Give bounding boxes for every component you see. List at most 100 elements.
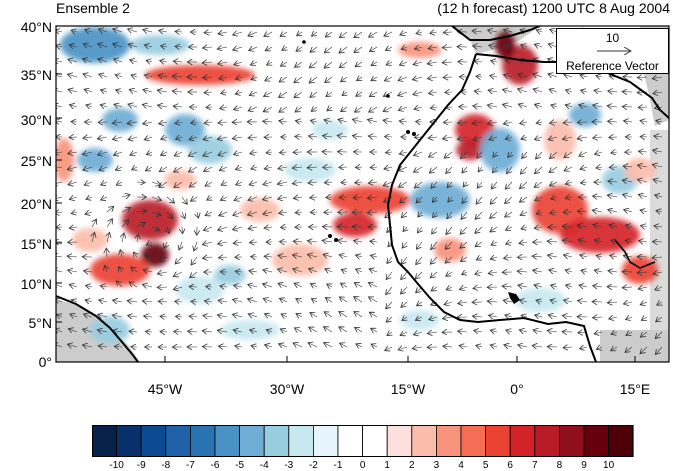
wind-vector-459 <box>181 196 187 204</box>
wind-vector-875 <box>265 345 273 347</box>
reference-vector-label: Reference Vector <box>566 59 659 73</box>
wind-vector-888 <box>459 346 468 348</box>
wind-vector-643 <box>476 257 483 260</box>
wind-vector-833 <box>250 330 258 332</box>
anomaly-shade-23 <box>480 128 520 172</box>
wind-vector-49 <box>175 46 183 47</box>
wind-vector-240 <box>579 105 588 107</box>
wind-vector-175 <box>221 92 228 93</box>
wind-vector-675 <box>341 269 348 272</box>
wind-vector-639 <box>416 256 423 265</box>
wind-vector-235 <box>503 104 513 107</box>
wind-vector-123 <box>56 75 63 77</box>
wind-vector-594 <box>354 241 363 242</box>
wind-vector-641 <box>445 256 453 263</box>
wind-vector-201 <box>608 91 618 92</box>
wind-vector-822 <box>83 329 93 332</box>
wind-vector-163 <box>652 77 663 79</box>
wind-vector-362 <box>564 151 573 158</box>
wind-vector-802 <box>402 317 407 321</box>
wind-vector-354 <box>444 151 453 158</box>
wind-vector-89 <box>160 61 168 62</box>
wind-vector-519 <box>461 211 468 219</box>
wind-vector-400 <box>520 166 528 174</box>
wind-vector-530 <box>624 210 633 212</box>
wind-vector-218 <box>248 107 258 111</box>
wind-vector-275 <box>488 122 498 124</box>
colorbar-box-17 <box>509 425 536 457</box>
wind-vector-762 <box>417 302 423 306</box>
wind-vector-125 <box>83 74 93 77</box>
wind-vector-477 <box>448 197 452 202</box>
anomaly-shade-18 <box>102 108 138 132</box>
wind-vector-533 <box>56 227 63 228</box>
wind-vector-151 <box>476 76 483 77</box>
colorbar-label-2: 2 <box>409 460 415 471</box>
wind-vector-813 <box>562 316 573 318</box>
wind-vector-418 <box>174 181 183 188</box>
wind-vector-372 <box>99 167 108 170</box>
wind-vector-463 <box>234 197 243 201</box>
wind-vector-665 <box>190 271 198 278</box>
wind-vector-377 <box>174 166 183 172</box>
wind-vector-181 <box>310 91 318 97</box>
coastline-south-america <box>56 295 139 362</box>
wind-vector-587 <box>249 242 258 243</box>
lat-label-30n: 30°N <box>20 112 52 128</box>
wind-vector-229 <box>414 107 423 109</box>
wind-vector-174 <box>204 92 213 93</box>
wind-vector-652 <box>610 255 618 257</box>
wind-vector-149 <box>443 77 453 78</box>
wind-vector-476 <box>432 197 437 202</box>
wind-vector-679 <box>401 271 408 280</box>
wind-vector-729 <box>534 285 543 287</box>
colorbar-label-0: 0 <box>359 460 366 471</box>
wind-vector-490 <box>638 195 648 198</box>
wind-vector-228 <box>398 107 408 111</box>
wind-vector-751 <box>248 299 258 302</box>
wind-vector-645 <box>504 257 513 258</box>
wind-vector-135 <box>235 77 243 79</box>
wind-vector-713 <box>294 283 303 287</box>
wind-vector-800 <box>369 312 378 317</box>
lon-label-0: 0° <box>510 381 524 397</box>
reference-vector-box: 10 Reference Vector <box>556 28 669 74</box>
wind-vector-12 <box>233 32 243 35</box>
wind-vector-837 <box>309 327 318 333</box>
wind-vector-70 <box>489 45 498 47</box>
wind-vector-319 <box>534 137 543 140</box>
wind-vector-863 <box>82 345 93 347</box>
wind-vector-194 <box>503 89 513 92</box>
anomaly-shade-37 <box>624 158 656 182</box>
wind-vector-608 <box>562 240 573 242</box>
wind-vector-72 <box>521 45 528 47</box>
wind-vector-752 <box>263 298 273 302</box>
wind-vector-691 <box>581 270 588 272</box>
wind-vector-479 <box>476 196 483 204</box>
wind-vector-392 <box>398 167 408 171</box>
wind-vector-478 <box>462 196 467 203</box>
wind-vector-505 <box>248 212 258 215</box>
wind-vector-264 <box>324 120 333 122</box>
wind-vector-87 <box>130 60 138 62</box>
wind-vector-63 <box>385 47 393 50</box>
wind-vector-43 <box>83 44 93 47</box>
wind-vector-250 <box>112 122 123 123</box>
wind-vector-740 <box>85 300 93 302</box>
wind-vector-334 <box>146 152 153 155</box>
wind-vector-804 <box>429 317 438 320</box>
wind-vector-298 <box>217 137 228 139</box>
lat-label-40n: 40°N <box>20 19 52 35</box>
wind-vector-419 <box>189 181 198 187</box>
wind-vector-725 <box>473 287 483 289</box>
wind-vector-829 <box>188 331 198 332</box>
wind-vector-524 <box>536 212 543 214</box>
wind-vector-417 <box>159 181 168 188</box>
wind-vector-563 <box>506 227 513 230</box>
wind-vector-436 <box>447 181 452 188</box>
wind-vector-318 <box>521 137 528 139</box>
wind-vector-330 <box>82 152 93 154</box>
wind-vector-604 <box>506 242 513 244</box>
wind-vector-852 <box>533 330 543 332</box>
anomaly-shade-38 <box>72 228 108 252</box>
